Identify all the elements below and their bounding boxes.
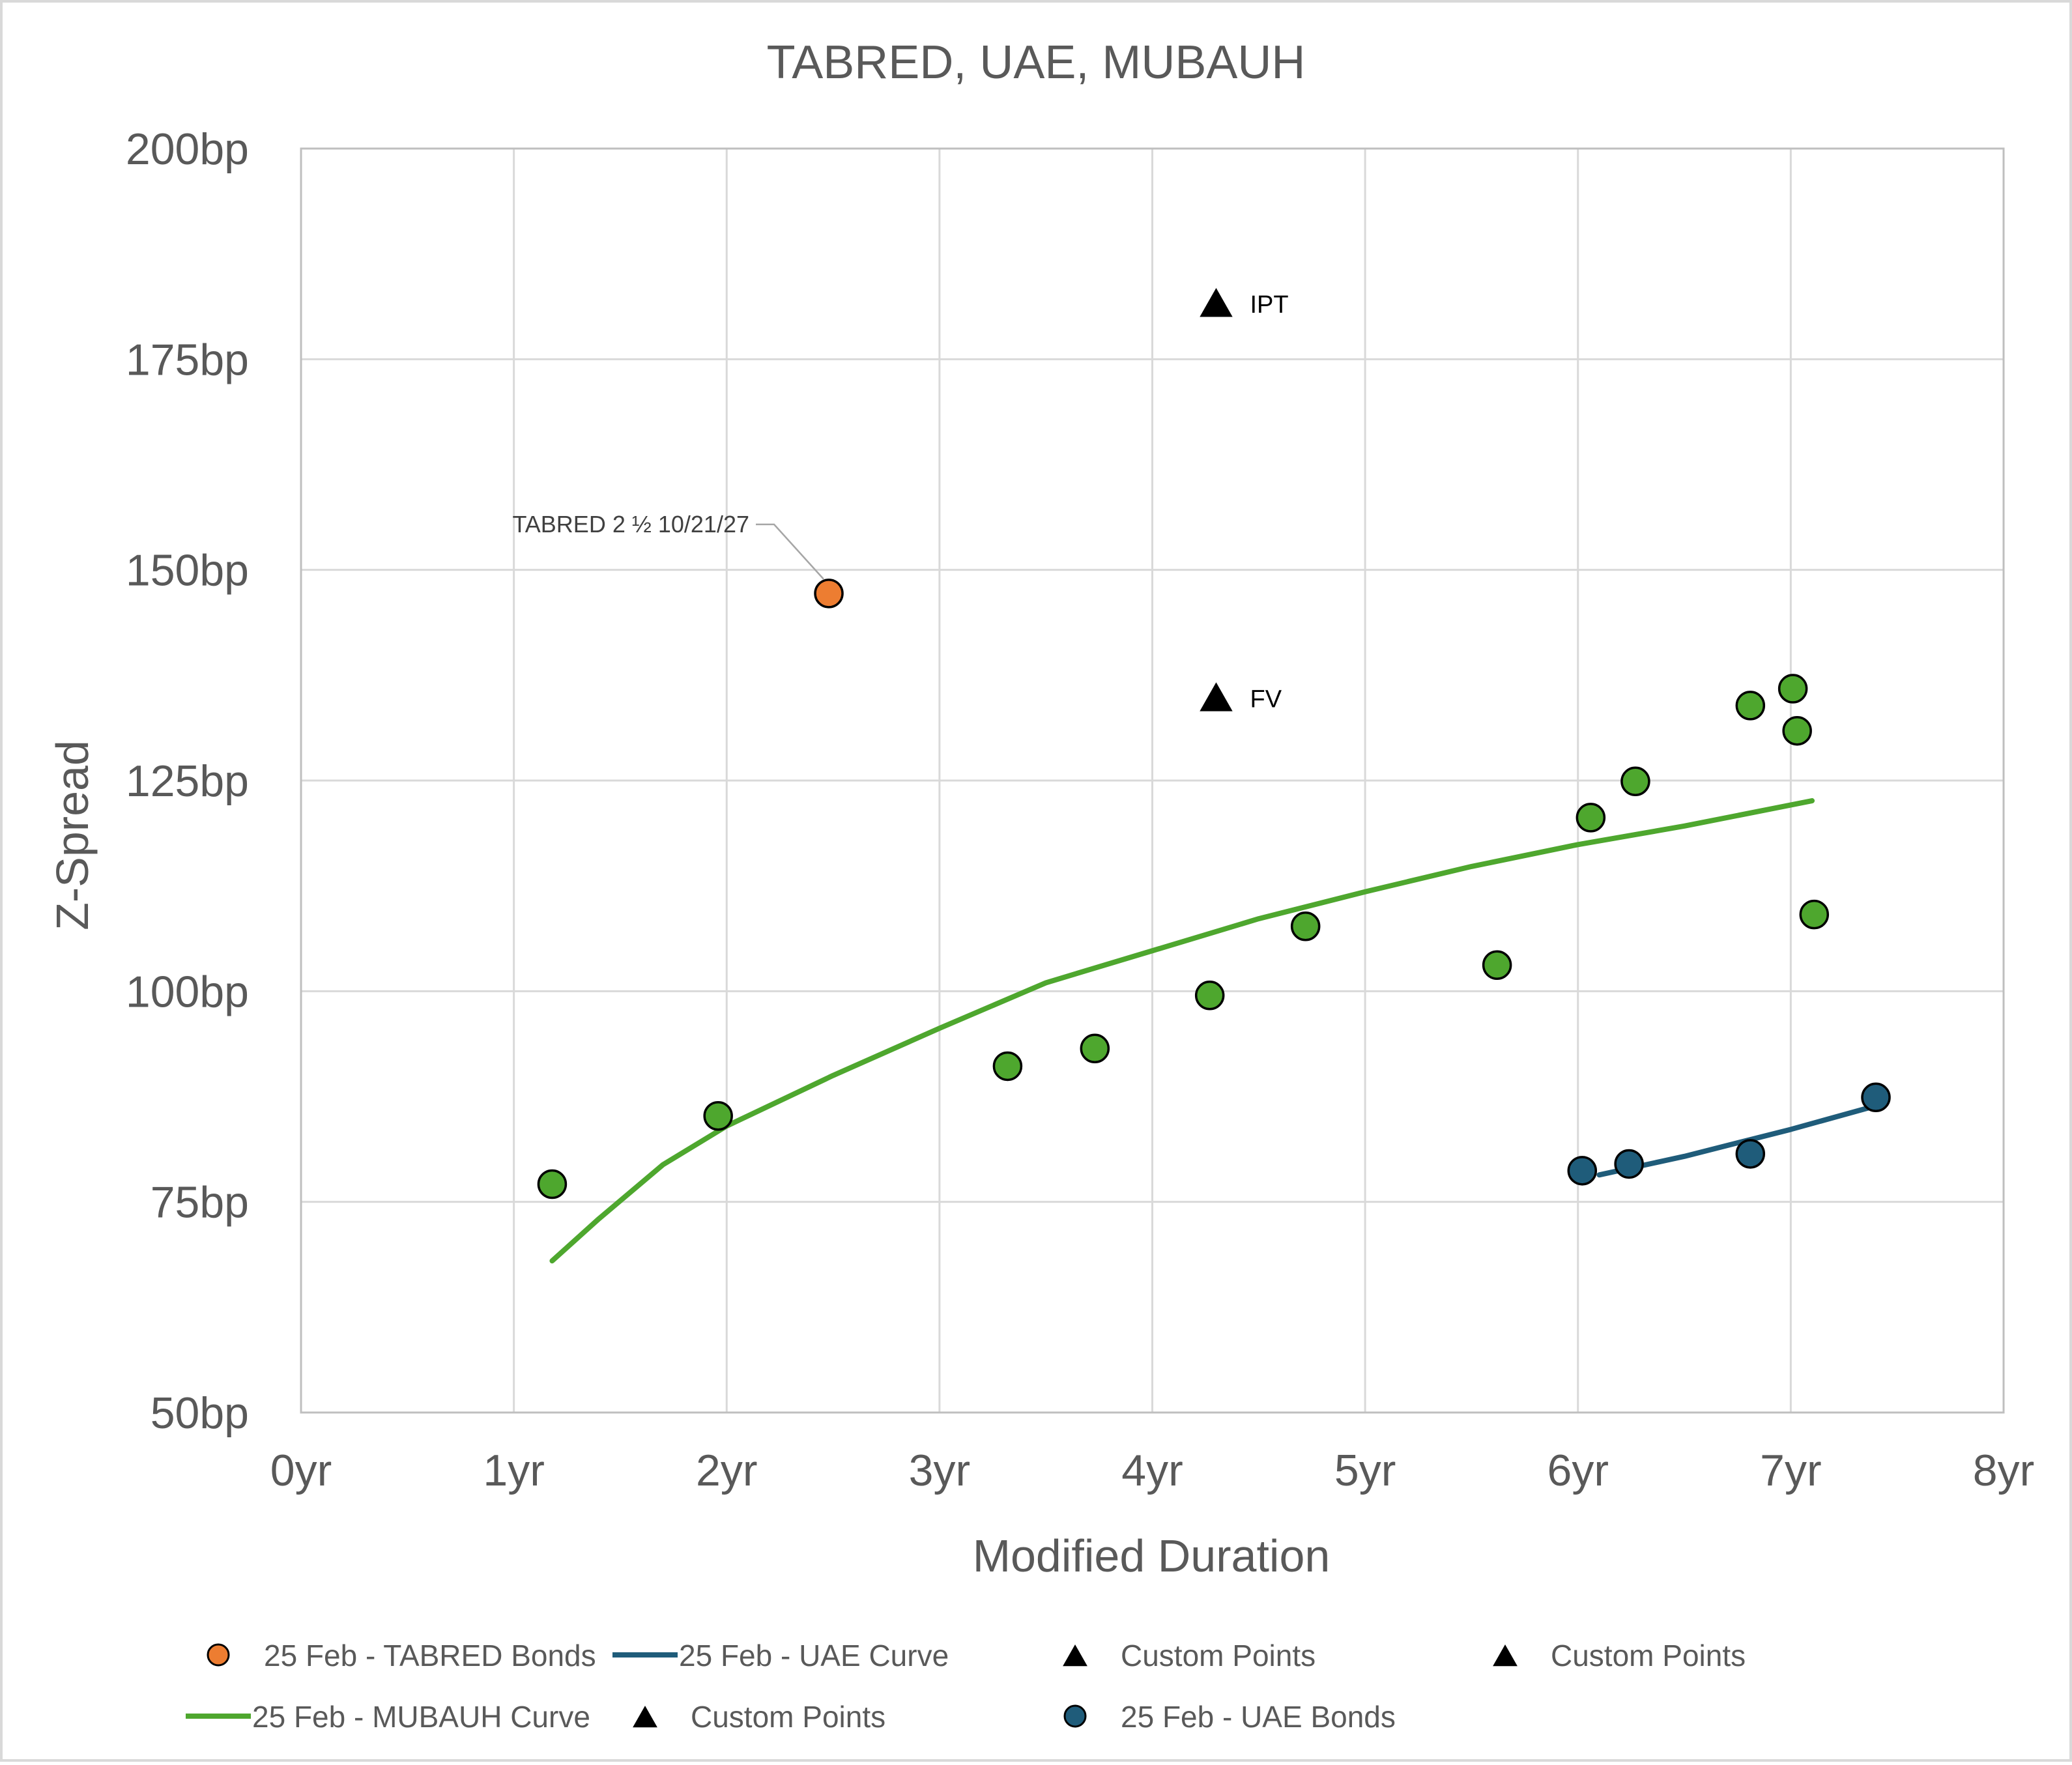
series-layer: IPT FV (537, 287, 1891, 1264)
annotation-leader-line (756, 523, 824, 580)
x-tick-label: 5yr (1334, 1446, 1396, 1495)
chart-title: TABRED, UAE, MUBAUH (767, 36, 1306, 89)
custom-point-label: FV (1250, 685, 1282, 713)
25-feb-tabred-bonds-point (814, 579, 844, 609)
25-feb-mubauh-bonds-point (537, 1169, 568, 1199)
custom-point-label: IPT (1250, 291, 1288, 319)
25-feb-uae-bonds-point (1735, 1139, 1766, 1169)
plot-area-frame (300, 147, 2005, 1414)
x-tick-label: 6yr (1547, 1446, 1609, 1495)
x-tick-label: 4yr (1121, 1446, 1183, 1495)
25-feb-mubauh-bonds-point (1290, 911, 1321, 941)
annotation-label: TABRED 2 ½ 10/21/27 (512, 511, 749, 538)
legend-label: 25 Feb - UAE Bonds (1121, 1700, 1396, 1734)
legend-custom-points-swatch (633, 1706, 657, 1728)
y-tick-label: 125bp (126, 756, 249, 806)
x-tick-label: 8yr (1973, 1446, 2034, 1495)
x-tick-label: 1yr (483, 1446, 544, 1495)
25-feb-mubauh-bonds-point (703, 1100, 733, 1131)
legend: 25 Feb - TABRED Bonds 25 Feb - UAE Curve C… (186, 1639, 1746, 1734)
25-feb-uae-bonds-point (1614, 1149, 1644, 1179)
x-tick-label: 7yr (1760, 1446, 1821, 1495)
legend-label: Custom Points (1551, 1639, 1746, 1672)
25-feb-mubauh-bonds-point (1735, 691, 1766, 721)
y-tick-label: 75bp (151, 1178, 249, 1227)
25-feb-mubauh-bonds-point (992, 1051, 1023, 1082)
legend-custom-points-swatch (1063, 1644, 1087, 1667)
grid-lines (300, 147, 2005, 1414)
y-tick-label: 150bp (126, 546, 249, 596)
25-feb-mubauh-bonds-point (1799, 899, 1830, 930)
legend-label: 25 Feb - MUBAUH Curve (252, 1700, 590, 1734)
x-tick-label: 0yr (270, 1446, 332, 1495)
legend-label: 25 Feb - TABRED Bonds (264, 1639, 596, 1672)
legend-label: 25 Feb - UAE Curve (679, 1639, 949, 1672)
25-feb-mubauh-bonds-point (1482, 950, 1512, 980)
25-feb-mubauh-bonds-point (1576, 803, 1606, 833)
x-tick-label: 2yr (696, 1446, 757, 1495)
25-feb-mubauh-bonds-point (1080, 1033, 1110, 1064)
custom-point-ipt-marker (1200, 287, 1233, 317)
legend-custom-points-swatch (1493, 1644, 1518, 1667)
y-axis-title: Z-Spread (47, 740, 98, 930)
x-axis-title: Modified Duration (973, 1530, 1331, 1581)
25-feb-mubauh-bonds-point (1777, 674, 1808, 704)
25-feb-uae-bonds-point (1861, 1082, 1891, 1113)
annotation-layer: TABRED 2 ½ 10/21/27 (512, 511, 824, 580)
y-tick-label: 200bp (126, 124, 249, 174)
25-feb-mubauh-curve-line (549, 798, 1815, 1264)
25-feb-mubauh-bonds-point (1194, 981, 1225, 1011)
legend-25-feb-uae-bonds-swatch (1063, 1704, 1087, 1728)
y-tick-label: 50bp (151, 1388, 249, 1438)
25-feb-mubauh-bonds-point (1782, 715, 1812, 746)
custom-point-fv-marker (1200, 682, 1233, 711)
axis-ticks: 0yr 1yr 2yr 3yr 4yr 5yr 6yr 7yr 8yr 50bp 75bp 100bp… (126, 124, 2034, 1495)
x-tick-label: 3yr (909, 1446, 970, 1495)
y-tick-label: 100bp (126, 967, 249, 1016)
legend-label: Custom Points (691, 1700, 885, 1734)
legend-label: Custom Points (1121, 1639, 1316, 1672)
25-feb-uae-bonds-point (1567, 1156, 1598, 1186)
y-tick-label: 175bp (126, 335, 249, 384)
25-feb-mubauh-bonds-point (1620, 766, 1650, 797)
legend-25-feb-tabred-bonds-swatch (207, 1643, 230, 1667)
